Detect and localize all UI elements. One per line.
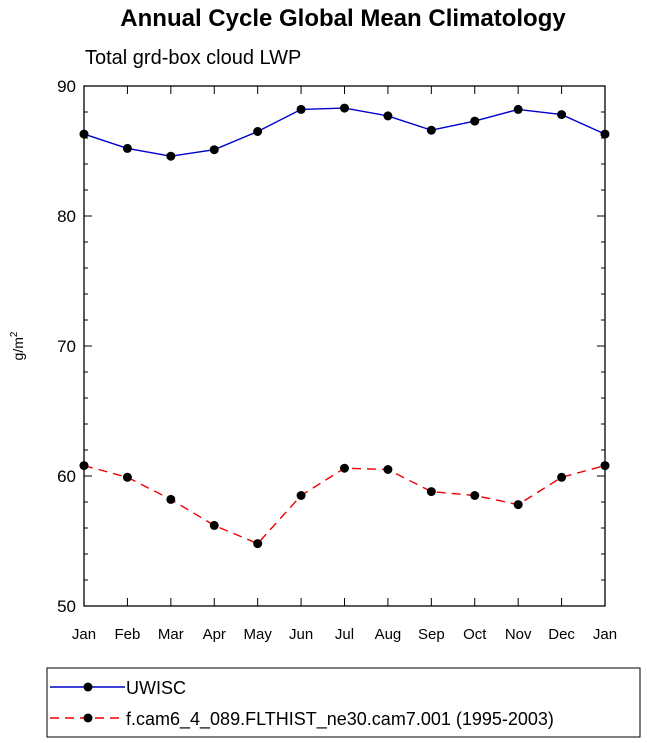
data-point [426, 125, 436, 135]
data-point [513, 500, 523, 510]
data-point [253, 127, 263, 136]
data-point [122, 143, 132, 153]
data-point [600, 129, 610, 139]
x-tick-label: Jan [72, 626, 96, 643]
data-point [296, 104, 306, 114]
data-point [209, 520, 219, 530]
data-point [79, 461, 89, 471]
data-point [470, 491, 480, 500]
y-tick-label: 70 [57, 337, 76, 356]
x-tick-label: May [243, 626, 272, 643]
y-tick-label: 50 [57, 597, 76, 616]
x-tick-label: Feb [114, 626, 140, 643]
data-point [79, 129, 89, 139]
legend-label-2: f.cam6_4_089.FLTHIST_ne30.cam7.001 (1995… [126, 709, 554, 730]
data-point [513, 104, 523, 114]
axis-ticks: 50 60 70 80 90 Jan Feb Mar Apr May Jun Jul Aug Sep Oct… [57, 77, 617, 643]
y-tick-label: 90 [57, 77, 76, 96]
legend-box [46, 667, 641, 738]
plot-area [83, 85, 606, 607]
series-line [83, 464, 606, 545]
plot-frame [83, 85, 606, 607]
x-tick-label: Mar [158, 626, 184, 643]
data-point [557, 110, 567, 120]
y-tick-label: 80 [57, 207, 76, 226]
x-tick-label: Oct [463, 626, 487, 643]
data-point [253, 539, 263, 549]
legend: UWISC f.cam6_4_089.FLTHIST_ne30.cam7.001 … [46, 667, 641, 738]
series-layer [79, 103, 610, 549]
legend-marker-1 [83, 682, 93, 692]
chart-subtitle: Total grd-box cloud LWP [85, 47, 301, 69]
data-point [209, 145, 219, 155]
x-tick-label: Nov [505, 626, 532, 643]
x-tick-label: Sep [418, 626, 445, 643]
data-point [426, 487, 436, 497]
data-point [470, 116, 480, 126]
data-point [340, 463, 349, 473]
series-2 [79, 461, 610, 549]
data-point [600, 461, 610, 471]
x-tick-label: Jul [335, 626, 354, 643]
data-point [340, 103, 349, 113]
x-tick-label: Dec [548, 626, 575, 643]
y-tick-label: 60 [57, 467, 76, 486]
series-1 [79, 103, 610, 161]
x-tick-label: Aug [375, 626, 402, 643]
chart-title: Annual Cycle Global Mean Climatology [120, 5, 566, 32]
data-point [296, 491, 306, 500]
data-point [122, 472, 132, 482]
x-tick-label: Jan [593, 626, 617, 643]
y-axis-label: g/m2 [9, 331, 26, 360]
data-point [557, 472, 567, 482]
data-point [383, 111, 393, 121]
series-line [83, 107, 606, 157]
legend-marker-2 [83, 713, 93, 723]
legend-label-1: UWISC [126, 678, 186, 698]
data-point [166, 151, 176, 161]
x-tick-label: Jun [289, 626, 313, 643]
x-tick-label: Apr [203, 626, 226, 643]
data-point [383, 465, 393, 474]
data-point [166, 494, 176, 504]
